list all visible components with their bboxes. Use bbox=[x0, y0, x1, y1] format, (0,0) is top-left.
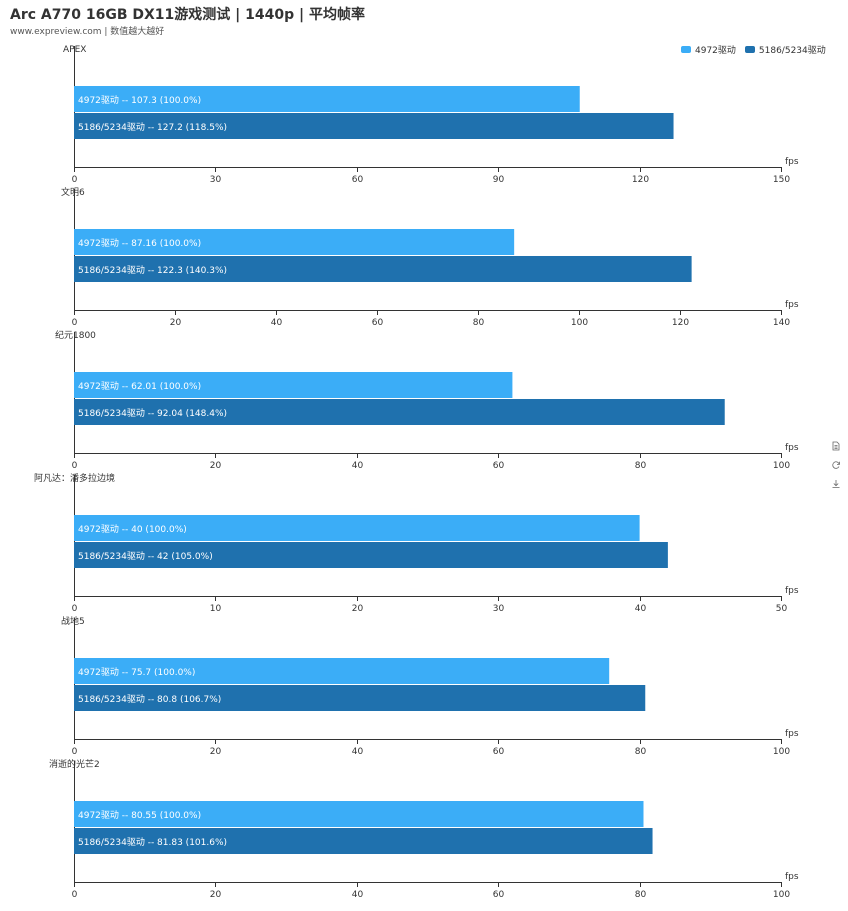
x-tick-label: 60 bbox=[372, 318, 384, 328]
bar-data-label: 4972驱动 -- 75.7 (100.0%) bbox=[78, 667, 195, 678]
bar bbox=[74, 801, 644, 827]
subchart-title: 战地5 bbox=[61, 615, 85, 627]
bar bbox=[74, 828, 653, 854]
x-tick-label: 0 bbox=[72, 175, 78, 185]
legend-swatch bbox=[744, 46, 755, 53]
bar-data-label: 4972驱动 -- 107.3 (100.0%) bbox=[78, 95, 201, 106]
bar-data-label: 5186/5234驱动 -- 122.3 (140.3%) bbox=[78, 265, 227, 276]
x-axis-label: fps bbox=[785, 300, 799, 310]
x-tick-label: 0 bbox=[72, 461, 78, 471]
x-tick-label: 40 bbox=[352, 890, 364, 900]
x-tick-label: 60 bbox=[493, 747, 505, 757]
x-tick-label: 20 bbox=[170, 318, 182, 328]
x-tick-label: 0 bbox=[72, 890, 78, 900]
x-tick-label: 100 bbox=[773, 461, 790, 471]
x-tick-label: 80 bbox=[473, 318, 485, 328]
bar bbox=[74, 658, 610, 684]
bar-data-label: 4972驱动 -- 40 (100.0%) bbox=[78, 524, 187, 535]
bar-data-label: 5186/5234驱动 -- 42 (105.0%) bbox=[78, 551, 213, 562]
x-tick-label: 20 bbox=[352, 604, 364, 614]
x-tick-label: 0 bbox=[72, 604, 78, 614]
x-axis-label: fps bbox=[785, 872, 799, 882]
x-tick-label: 0 bbox=[72, 318, 78, 328]
x-tick-label: 60 bbox=[493, 890, 505, 900]
x-tick-label: 50 bbox=[776, 604, 788, 614]
x-tick-label: 20 bbox=[210, 461, 222, 471]
bar bbox=[74, 372, 513, 398]
x-axis-label: fps bbox=[785, 157, 799, 167]
x-tick-label: 20 bbox=[210, 890, 222, 900]
bar-data-label: 4972驱动 -- 87.16 (100.0%) bbox=[78, 238, 201, 249]
bar bbox=[74, 229, 515, 255]
x-tick-label: 150 bbox=[773, 175, 790, 185]
bar-data-label: 5186/5234驱动 -- 80.8 (106.7%) bbox=[78, 694, 221, 705]
x-tick-label: 80 bbox=[635, 461, 647, 471]
bar-data-label: 5186/5234驱动 -- 81.83 (101.6%) bbox=[78, 837, 227, 848]
chart-title: Arc A770 16GB DX11游戏测试 | 1440p | 平均帧率 bbox=[10, 7, 365, 23]
x-tick-label: 100 bbox=[773, 747, 790, 757]
x-tick-label: 100 bbox=[571, 318, 588, 328]
x-axis-label: fps bbox=[785, 586, 799, 596]
x-tick-label: 120 bbox=[632, 175, 649, 185]
x-tick-label: 80 bbox=[635, 890, 647, 900]
x-tick-label: 10 bbox=[210, 604, 222, 614]
bar bbox=[74, 399, 725, 425]
bar bbox=[74, 86, 580, 112]
x-tick-label: 30 bbox=[493, 604, 505, 614]
legend-item-5186-5234[interactable]: 5186/5234驱动 bbox=[744, 43, 826, 56]
x-tick-label: 80 bbox=[635, 747, 647, 757]
x-tick-label: 40 bbox=[271, 318, 283, 328]
bar-data-label: 5186/5234驱动 -- 127.2 (118.5%) bbox=[78, 122, 227, 133]
x-tick-label: 40 bbox=[352, 461, 364, 471]
x-tick-label: 140 bbox=[773, 318, 790, 328]
subchart-title: 文明6 bbox=[61, 186, 85, 198]
bar bbox=[74, 256, 692, 282]
x-tick-label: 90 bbox=[493, 175, 505, 185]
bar bbox=[74, 113, 674, 139]
x-tick-label: 20 bbox=[210, 747, 222, 757]
x-tick-label: 60 bbox=[352, 175, 364, 185]
toolbox bbox=[831, 441, 841, 498]
x-tick-label: 100 bbox=[773, 890, 790, 900]
data-view-icon[interactable] bbox=[831, 441, 841, 451]
bar bbox=[74, 515, 640, 541]
legend-label: 5186/5234驱动 bbox=[758, 46, 826, 56]
restore-icon[interactable] bbox=[831, 460, 841, 470]
bar bbox=[74, 685, 646, 711]
chart-subtitle: www.expreview.com | 数值越大越好 bbox=[10, 27, 165, 37]
x-axis-label: fps bbox=[785, 443, 799, 453]
legend-swatch bbox=[681, 46, 691, 53]
bar bbox=[74, 542, 668, 568]
bar-data-label: 5186/5234驱动 -- 92.04 (148.4%) bbox=[78, 408, 227, 419]
x-tick-label: 30 bbox=[210, 175, 222, 185]
legend: 4972驱动 5186/5234驱动 bbox=[681, 43, 835, 56]
subchart-title: 纪元1800 bbox=[55, 329, 96, 341]
bar-data-label: 4972驱动 -- 80.55 (100.0%) bbox=[78, 810, 201, 821]
legend-item-4972[interactable]: 4972驱动 bbox=[681, 43, 736, 56]
x-tick-label: 0 bbox=[72, 747, 78, 757]
x-tick-label: 40 bbox=[635, 604, 647, 614]
x-tick-label: 60 bbox=[493, 461, 505, 471]
x-tick-label: 40 bbox=[352, 747, 364, 757]
legend-label: 4972驱动 bbox=[695, 46, 736, 56]
save-image-icon[interactable] bbox=[831, 479, 841, 489]
bar-data-label: 4972驱动 -- 62.01 (100.0%) bbox=[78, 381, 201, 392]
x-axis-label: fps bbox=[785, 729, 799, 739]
x-tick-label: 120 bbox=[672, 318, 689, 328]
